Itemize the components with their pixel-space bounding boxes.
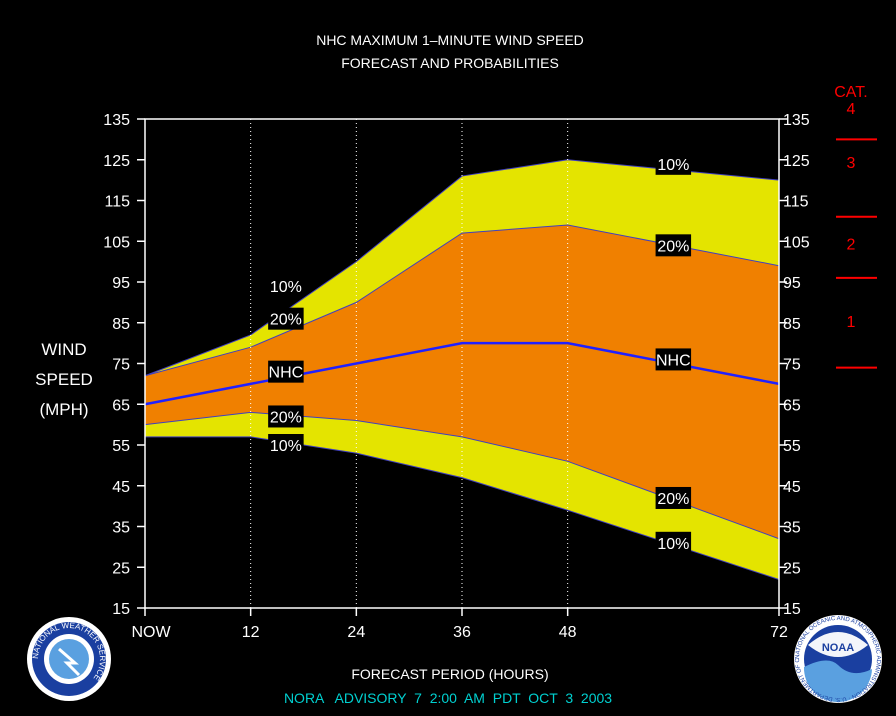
- y-tick-label-left: 115: [104, 194, 130, 211]
- category-label: 4: [847, 101, 856, 118]
- upper-10pct-edge: [144, 159, 780, 377]
- noaa-logo-word: NOAA: [822, 642, 854, 654]
- y-tick-label-right: 135: [783, 112, 810, 129]
- x-tick-label: 12: [242, 624, 260, 641]
- band-label-box: [268, 434, 304, 456]
- nhc-forecast-line: [144, 341, 780, 406]
- category-scale: 4 3 2 1: [836, 101, 877, 369]
- y-axis-label-line2: SPEED: [35, 370, 93, 389]
- y-tick-label-right: 35: [783, 520, 801, 537]
- y-tick-label-left: 95: [112, 275, 130, 292]
- lower-20pct-edge: [144, 411, 780, 540]
- advisory-footer: NORA ADVISORY 7 2:00 AM PDT OCT 3 2003: [284, 690, 612, 706]
- y-tick-label-right: 15: [783, 601, 801, 618]
- y-tick-label-left: 65: [112, 397, 130, 414]
- band-label-box: [268, 307, 304, 330]
- x-tick-label: 72: [770, 624, 788, 641]
- y-tick-label-right: 25: [783, 560, 801, 577]
- y-tick-label-right: 85: [783, 316, 801, 333]
- y-tick-label-right: 65: [783, 397, 801, 414]
- x-tick-label: 36: [453, 624, 471, 641]
- category-label: 3: [847, 155, 856, 172]
- chart-subtitle: FORECAST AND PROBABILITIES: [341, 55, 559, 71]
- band-label: 10%: [657, 157, 689, 174]
- x-axis-label: FORECAST PERIOD (HOURS): [351, 666, 548, 682]
- band-label-box: [655, 486, 692, 509]
- y-axis-label-line3: (MPH): [39, 400, 88, 419]
- y-tick-label-right: 105: [783, 234, 810, 251]
- category-label: 2: [847, 236, 856, 253]
- y-tick-label-left: 15: [112, 601, 130, 618]
- y-tick-label-right: 75: [783, 357, 801, 374]
- y-tick-label-left: 35: [112, 520, 130, 537]
- y-tick-label-left: 55: [112, 438, 130, 455]
- y-tick-label-left: 135: [103, 112, 130, 129]
- category-label: 1: [847, 314, 856, 331]
- upper-20pct-edge: [144, 224, 780, 377]
- y-tick-label-left: 105: [103, 234, 130, 251]
- y-tick-label-right: 95: [783, 275, 801, 292]
- band-label: 20%: [270, 312, 302, 329]
- band-label-box: [655, 348, 692, 371]
- y-tick-label-left: 125: [103, 153, 130, 170]
- y-tick-label-right: 125: [783, 153, 810, 170]
- x-tick-label: NOW: [131, 624, 171, 641]
- band-label-box: [655, 531, 692, 554]
- band-label-box: [268, 275, 304, 298]
- category-scale-title: CAT.: [834, 84, 867, 101]
- band-label: 20%: [657, 491, 689, 508]
- band-label: 10%: [270, 438, 302, 455]
- lower-10pct-edge: [145, 436, 780, 580]
- nws-logo: NATIONAL WEATHER SERVICE: [27, 617, 111, 701]
- y-tick-label-right: 115: [783, 194, 809, 211]
- x-tick-label: 48: [559, 624, 577, 641]
- y-tick-label-right: 55: [783, 438, 801, 455]
- y-tick-label-left: 45: [112, 479, 130, 496]
- band-label: 20%: [270, 409, 302, 426]
- band-label: 10%: [657, 536, 689, 553]
- inner-probability-band: [145, 224, 779, 539]
- band-label-box: [655, 152, 692, 175]
- band-label-box: [268, 360, 304, 383]
- y-tick-label-left: 75: [112, 357, 130, 374]
- plot-area: 15 15 25 25 35 35 45 45 55 55 65 65 75 75 85 85 95 95 105 1…: [103, 112, 810, 641]
- y-tick-label-left: 25: [112, 560, 130, 577]
- band-label: NHC: [656, 352, 691, 369]
- chart-title: NHC MAXIMUM 1–MINUTE WIND SPEED: [316, 32, 584, 48]
- y-tick-label-right: 45: [783, 479, 801, 496]
- noaa-logo: NOAA NATIONAL OCEANIC AND ATMOSPHERIC AD…: [794, 615, 882, 703]
- band-label: NHC: [269, 365, 304, 382]
- y-tick-label-left: 85: [112, 316, 130, 333]
- band-label-box: [655, 234, 692, 257]
- band-label: 10%: [270, 279, 302, 296]
- band-label-box: [268, 405, 304, 428]
- band-label: 20%: [657, 238, 689, 255]
- x-tick-label: 24: [347, 624, 365, 641]
- y-axis-label-line1: WIND: [41, 340, 86, 359]
